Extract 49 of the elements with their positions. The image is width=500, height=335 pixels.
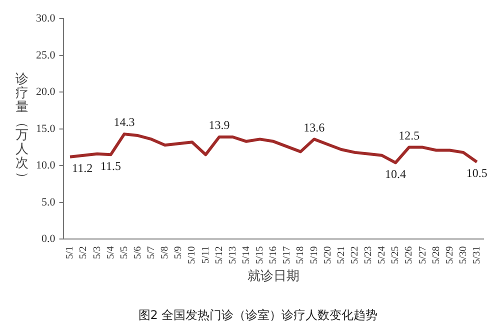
x-tick-label: 5/9	[173, 246, 184, 260]
x-tick-label: 5/7	[146, 246, 158, 260]
x-tick-label: 5/1	[64, 246, 76, 260]
x-tick-label: 5/29	[444, 246, 456, 264]
x-tick-label: 5/14	[240, 246, 252, 264]
y-axis-title: 诊疗量（万人次）	[16, 70, 31, 184]
data-label: 12.5	[398, 128, 420, 142]
data-label: 10.4	[385, 166, 406, 181]
data-label: 13.6	[304, 120, 325, 134]
x-tick-label: 5/30	[458, 246, 469, 264]
x-tick-label: 5/2	[78, 246, 90, 260]
x-tick-label: 5/21	[336, 246, 347, 264]
x-tick-label: 5/18	[295, 246, 306, 264]
x-tick-label: 5/24	[376, 246, 388, 264]
data-label: 10.5	[466, 166, 488, 180]
x-tick-label: 5/17	[282, 246, 293, 264]
x-tick-label: 5/10	[186, 246, 198, 264]
y-tick-label: 15.0	[36, 122, 56, 135]
y-tick-label: 30.0	[36, 12, 56, 24]
data-label: 14.3	[114, 115, 135, 130]
x-tick-label: 5/11	[200, 246, 212, 264]
x-tick-label: 5/20	[322, 246, 334, 264]
x-tick-label: 5/26	[404, 246, 415, 264]
y-tick-label: 10.0	[36, 160, 56, 172]
x-tick-label: 5/25	[390, 246, 402, 264]
x-tick-label: 5/15	[254, 246, 266, 264]
x-tick-label: 5/22	[349, 246, 360, 264]
x-tick-label: 5/16	[268, 246, 280, 264]
x-axis-title: 就诊日期	[247, 268, 300, 284]
data-label: 11.5	[100, 158, 121, 173]
x-tick-label: 5/3	[92, 246, 103, 260]
y-tick-label: 20.0	[36, 86, 56, 98]
x-tick-label: 5/4	[105, 246, 116, 260]
text: 图2 全国发热门诊（诊室）诊疗人数变化趋势	[138, 308, 378, 322]
data-label: 13.9	[208, 118, 230, 132]
x-tick-label: 5/12	[214, 246, 225, 264]
x-tick-label: 5/5	[118, 246, 130, 260]
x-tick-label: 5/27	[417, 246, 428, 264]
y-tick-label: 25.0	[36, 49, 56, 62]
x-tick-label: 5/23	[363, 246, 374, 264]
x-tick-label: 5/6	[132, 246, 144, 260]
y-tick-label: 0.0	[42, 233, 56, 246]
x-tick-label: 5/8	[160, 246, 171, 260]
y-tick-label: 5.0	[42, 196, 56, 208]
x-tick-label: 5/28	[430, 246, 442, 264]
x-tick-label: 5/13	[227, 246, 238, 264]
x-tick-label: 5/19	[308, 246, 320, 264]
x-tick-label: 5/31	[471, 246, 482, 264]
data-label: 11.2	[72, 161, 93, 176]
